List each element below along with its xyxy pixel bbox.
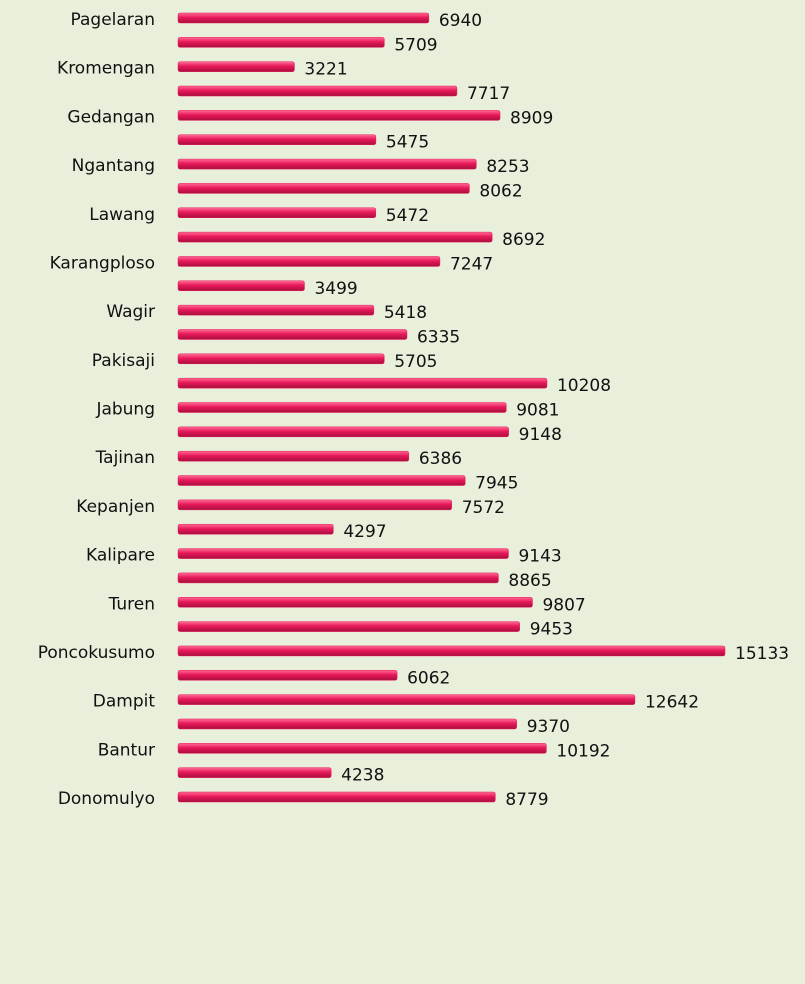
bar bbox=[177, 12, 430, 24]
bar bbox=[177, 134, 377, 145]
bar bbox=[177, 523, 334, 535]
value-label: 4297 bbox=[343, 522, 386, 542]
value-label: 8865 bbox=[508, 571, 551, 591]
value-label: 5472 bbox=[386, 206, 429, 226]
bar bbox=[177, 718, 517, 730]
value-label: 15133 bbox=[735, 644, 789, 664]
category-label: Ngantang bbox=[72, 156, 155, 176]
value-label: 10192 bbox=[556, 741, 610, 761]
category-label: Tajinan bbox=[95, 448, 155, 468]
bar bbox=[177, 743, 547, 754]
bar bbox=[177, 85, 458, 97]
bar bbox=[177, 61, 295, 72]
value-label: 8062 bbox=[479, 181, 522, 201]
category-label: Gedangan bbox=[67, 107, 155, 127]
value-label: 9081 bbox=[516, 401, 559, 421]
value-label: 8909 bbox=[510, 108, 553, 128]
value-label: 9807 bbox=[542, 595, 585, 615]
category-label: Karangploso bbox=[50, 253, 155, 273]
value-label: 5709 bbox=[394, 35, 437, 55]
bar bbox=[177, 548, 509, 559]
bar bbox=[177, 694, 636, 705]
bar bbox=[177, 280, 305, 292]
category-label: Dampit bbox=[93, 692, 156, 712]
value-label: 6386 bbox=[419, 449, 462, 469]
category-label: Kepanjen bbox=[76, 497, 155, 517]
bar bbox=[177, 304, 375, 316]
bar bbox=[177, 183, 470, 194]
bar bbox=[177, 499, 452, 511]
category-label: Donomulyo bbox=[58, 789, 155, 809]
value-label: 8779 bbox=[505, 790, 548, 810]
value-label: 10208 bbox=[557, 376, 611, 396]
category-label: Kromengan bbox=[57, 59, 155, 79]
value-label: 6335 bbox=[417, 327, 460, 347]
value-label: 7717 bbox=[467, 84, 510, 104]
bar bbox=[177, 791, 496, 803]
bar bbox=[177, 207, 377, 218]
value-label: 9453 bbox=[530, 620, 573, 640]
value-label: 9143 bbox=[518, 547, 561, 567]
value-label: 9370 bbox=[527, 717, 570, 737]
bar bbox=[177, 572, 499, 584]
bar bbox=[177, 450, 410, 462]
value-label: 5475 bbox=[386, 133, 429, 153]
value-label: 5418 bbox=[384, 303, 427, 323]
category-label: Pagelaran bbox=[71, 10, 155, 30]
value-label: 7945 bbox=[475, 474, 518, 494]
bar bbox=[177, 597, 533, 608]
value-label: 8253 bbox=[486, 157, 529, 177]
category-label: Jabung bbox=[95, 400, 155, 420]
value-label: 8692 bbox=[502, 230, 545, 250]
category-label: Wagir bbox=[106, 302, 155, 322]
bar bbox=[177, 110, 501, 121]
bar bbox=[177, 377, 548, 389]
category-label: Bantur bbox=[98, 740, 155, 760]
bar bbox=[177, 670, 398, 681]
bar bbox=[177, 353, 385, 365]
category-label: Pakisaji bbox=[92, 351, 155, 371]
bar bbox=[177, 231, 493, 243]
value-label: 12642 bbox=[645, 693, 699, 713]
bar bbox=[177, 329, 408, 340]
bar bbox=[177, 256, 441, 267]
bar bbox=[177, 475, 466, 486]
category-label: Turen bbox=[108, 594, 155, 614]
bar bbox=[177, 645, 726, 657]
value-label: 9148 bbox=[519, 425, 562, 445]
bar bbox=[177, 621, 520, 632]
value-label: 3499 bbox=[314, 279, 357, 299]
value-label: 7247 bbox=[450, 254, 493, 274]
bar bbox=[177, 402, 507, 413]
category-label: Kalipare bbox=[86, 546, 155, 566]
value-label: 6940 bbox=[439, 11, 482, 31]
category-label: Lawang bbox=[89, 205, 155, 225]
value-label: 6062 bbox=[407, 668, 450, 688]
value-label: 4238 bbox=[341, 766, 384, 786]
value-label: 3221 bbox=[304, 60, 347, 80]
bar bbox=[177, 37, 385, 48]
category-label: Poncokusumo bbox=[38, 643, 155, 663]
value-label: 7572 bbox=[462, 498, 505, 518]
bar bbox=[177, 426, 509, 438]
bar bbox=[177, 767, 332, 778]
bar bbox=[177, 158, 477, 170]
value-label: 5705 bbox=[394, 352, 437, 372]
